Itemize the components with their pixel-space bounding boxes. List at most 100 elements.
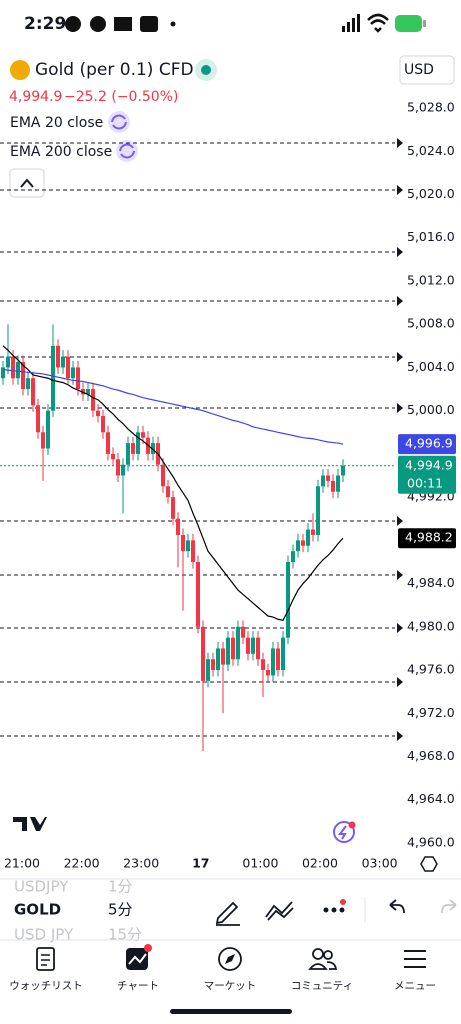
settings-button[interactable] — [420, 856, 438, 872]
candle-body — [201, 626, 205, 681]
tab-label[interactable]: メニュー — [394, 980, 436, 992]
ema-line — [2, 368, 344, 445]
candle-body — [326, 475, 330, 481]
candle-body — [91, 389, 95, 411]
x-tick-label: 21:00 — [4, 856, 40, 871]
y-tick-label: 5,024.0 — [407, 143, 455, 158]
symbol-option[interactable]: USD JPY — [14, 926, 74, 944]
alert-marker[interactable] — [397, 296, 403, 306]
symbol-icon — [10, 60, 30, 80]
draw-tool[interactable] — [215, 901, 240, 926]
candle-body — [311, 529, 315, 535]
candle-body — [196, 561, 200, 627]
candle-body — [276, 648, 280, 671]
currency-button[interactable] — [399, 55, 455, 85]
tab-label[interactable]: マーケット — [204, 980, 257, 992]
alert-marker[interactable] — [397, 731, 403, 741]
x-tick-label: 03:00 — [362, 856, 398, 871]
candle-body — [76, 367, 80, 390]
price-badge-label: 4,994.9 — [405, 457, 453, 472]
interval-option[interactable]: 1分 — [108, 878, 133, 896]
ema200-badge-label: 4,996.9 — [405, 436, 453, 451]
trend-tool[interactable] — [265, 901, 294, 921]
candle-body — [291, 551, 295, 562]
alert-marker[interactable] — [397, 138, 403, 148]
candle-body — [296, 540, 300, 552]
candle-body — [151, 443, 155, 454]
y-tick-label: 5,016.0 — [407, 229, 455, 244]
symbol-option[interactable]: USDJPY — [14, 878, 69, 896]
alert-marker[interactable] — [397, 570, 403, 580]
candle-body — [106, 432, 110, 454]
candle-body — [26, 378, 30, 390]
candle-body — [181, 534, 185, 552]
alert-marker[interactable] — [397, 352, 403, 362]
candle-body — [71, 367, 75, 379]
interval-option[interactable]: 15分 — [108, 926, 142, 944]
y-tick-label: 4,980.0 — [407, 618, 455, 633]
candle-body — [86, 389, 90, 395]
alert-marker[interactable] — [397, 677, 403, 687]
tab-label[interactable]: ウォッチリスト — [9, 980, 83, 992]
candle-body — [121, 464, 125, 476]
candle-body — [211, 659, 215, 671]
candle-body — [141, 432, 145, 438]
y-tick-label: 4,968.0 — [407, 748, 455, 763]
candle-body — [221, 648, 225, 665]
candle-body — [251, 637, 255, 654]
candle-body — [246, 637, 250, 654]
ema200-badge — [398, 434, 456, 455]
y-tick-label: 5,020.0 — [407, 186, 455, 201]
candle-body — [36, 405, 40, 433]
y-tick-label: 4,984.0 — [407, 575, 455, 590]
y-tick-label: 4,960.0 — [407, 834, 455, 849]
candle-body — [186, 540, 190, 552]
alert-marker[interactable] — [397, 247, 403, 257]
candle-body — [131, 443, 135, 454]
candle-body — [256, 637, 260, 660]
candle-body — [236, 626, 240, 660]
candle-body — [41, 432, 45, 449]
indicator-toggle[interactable] — [108, 111, 130, 133]
candle-body — [116, 459, 120, 476]
redo — [441, 899, 457, 914]
currency[interactable]: USD — [404, 62, 434, 78]
tab-icons — [36, 944, 426, 971]
alert-marker[interactable] — [397, 185, 403, 195]
status-time: 2:29 — [24, 14, 66, 34]
undo[interactable] — [389, 899, 405, 914]
candle-body — [66, 356, 70, 379]
x-tick-label: 01:00 — [242, 856, 278, 871]
candle-body — [56, 345, 60, 368]
indicator-toggle[interactable] — [116, 140, 138, 162]
candle-body — [226, 637, 230, 665]
toolbar: USDJPY 1分 GOLD 5分 USD JPY 15分 — [14, 878, 457, 944]
interval-option[interactable]: 5分 — [108, 901, 133, 919]
alert-marker[interactable] — [397, 403, 403, 413]
candle-body — [101, 416, 105, 433]
candle-body — [301, 540, 305, 546]
indicator-legend[interactable]: EMA 200 close — [10, 144, 112, 160]
candle-body — [171, 497, 175, 519]
lightning-button[interactable] — [333, 821, 355, 843]
candle-body — [16, 362, 20, 379]
symbol-option[interactable]: GOLD — [14, 901, 61, 919]
indicator-legend[interactable]: EMA 20 close — [10, 115, 103, 131]
ema20-badge-label: 4,988.2 — [405, 530, 453, 545]
alert-marker[interactable] — [397, 516, 403, 526]
symbol-name[interactable]: Gold (per 0.1) CFD — [35, 60, 194, 80]
candle-body — [6, 356, 10, 368]
candle-body — [316, 486, 320, 535]
ema20-badge — [398, 528, 456, 549]
candle-body — [31, 378, 35, 406]
y-tick-label: 5,004.0 — [407, 359, 455, 374]
tab-label[interactable]: コミュニティ — [291, 980, 353, 992]
candle-body — [176, 518, 180, 535]
y-tick-label: 5,000.0 — [407, 402, 455, 417]
collapse-button[interactable] — [9, 168, 45, 198]
tab-label[interactable]: チャート — [117, 980, 159, 992]
candle-body — [111, 453, 115, 460]
x-tick-label: 22:00 — [64, 856, 100, 871]
alert-marker[interactable] — [397, 623, 403, 633]
